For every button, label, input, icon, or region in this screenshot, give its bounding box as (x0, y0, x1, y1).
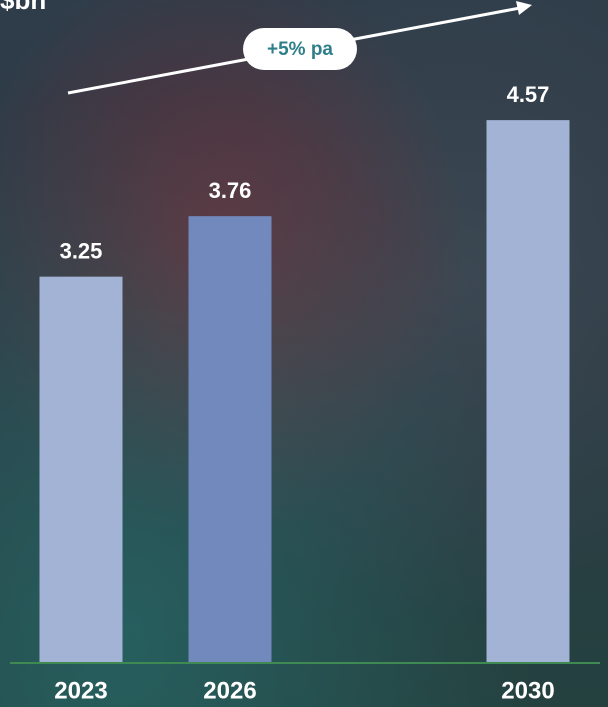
x-tick-label: 2026 (203, 677, 256, 704)
x-tick-label: 2023 (54, 677, 107, 704)
x-tick-label: 2030 (501, 677, 554, 704)
value-label: 4.57 (507, 82, 550, 107)
annotation: +5% pa (267, 39, 333, 60)
bar (40, 277, 123, 662)
chart: $bn +5% pa 3.25 2023 3.76 2026 4.57 2030 (0, 0, 608, 707)
value-label: 3.76 (209, 178, 252, 203)
bar (487, 120, 570, 662)
chart-title: $bn (0, 0, 46, 15)
arrow-head (516, 1, 532, 15)
page: {"chart_data": {"type": "bar", "title": … (0, 0, 608, 707)
bar (189, 216, 272, 662)
value-label: 3.25 (60, 238, 103, 263)
